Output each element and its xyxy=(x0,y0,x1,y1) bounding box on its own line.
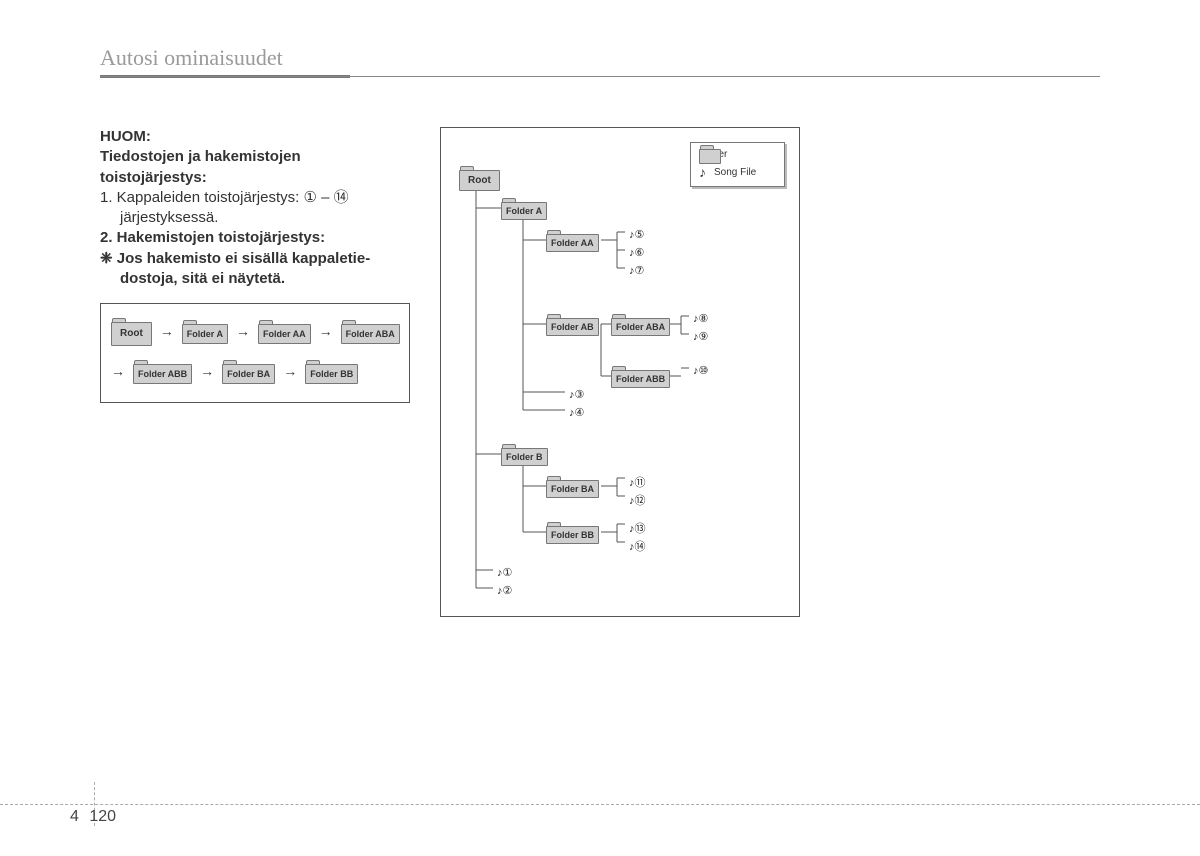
item1-text-a: 1. Kappaleiden toistojärjestys: xyxy=(100,189,303,206)
song-item: ♪⑩ xyxy=(693,364,708,377)
tree-folder-fb: Folder B xyxy=(501,444,548,466)
arrow-icon: → xyxy=(319,322,333,341)
song-item: ♪⑪ xyxy=(629,474,646,490)
arrow-icon: → xyxy=(111,362,125,381)
tree-folder-fabb: Folder ABB xyxy=(611,366,670,388)
page-header-title: Autosi ominaisuudet xyxy=(100,45,1100,71)
note-item-3a: ❈ Jos hakemisto ei sisällä kappaletie- xyxy=(100,249,410,269)
section-number: 4 xyxy=(70,808,79,825)
folder-icon: Folder ABA xyxy=(341,320,400,344)
song-item: ♪② xyxy=(497,584,512,597)
folder-label: Folder AA xyxy=(258,324,311,344)
folder-label: Folder BA xyxy=(222,364,275,384)
legend-folder-row: Folder xyxy=(699,149,776,160)
tree-folder-faba: Folder ABA xyxy=(611,314,670,336)
folder-icon: Folder AA xyxy=(258,320,311,344)
music-note-icon: ♪ xyxy=(699,164,706,180)
item1-text-b: järjestyksessä. xyxy=(100,208,410,228)
song-item: ♪③ xyxy=(569,388,584,401)
note-item-1: 1. Kappaleiden toistojärjestys: ① – ⑭ xyxy=(100,188,410,208)
song-item: ♪⑥ xyxy=(629,246,644,259)
song-item: ♪⑦ xyxy=(629,264,644,277)
tree-folder-fbb: Folder BB xyxy=(546,522,599,544)
tree-folder-fba: Folder BA xyxy=(546,476,599,498)
folder-label: Folder BB xyxy=(305,364,358,384)
arrow-icon: → xyxy=(236,322,250,341)
tree-folder-fa: Folder A xyxy=(501,198,547,220)
note-heading: Tiedostojen ja hakemistojen toistojärjes… xyxy=(100,147,410,188)
folder-label: Folder A xyxy=(182,324,228,344)
arrow-icon: → xyxy=(160,322,174,341)
arrow-icon: → xyxy=(283,362,297,381)
arrow-icon: → xyxy=(200,362,214,381)
song-item: ♪① xyxy=(497,566,512,579)
item1-range: ① – ⑭ xyxy=(303,189,348,206)
note-label: HUOM: xyxy=(100,127,410,147)
order-row-2: → Folder ABB → Folder BA → Folder BB xyxy=(111,360,399,384)
song-item: ♪⑤ xyxy=(629,228,644,241)
page-number: 4 120 xyxy=(70,808,116,826)
legend-box: Folder ♪ Song File xyxy=(690,142,785,187)
tree-folder-fab: Folder AB xyxy=(546,314,599,336)
note-item-3b: dostoja, sitä ei näytetä. xyxy=(100,269,410,289)
song-item: ♪⑫ xyxy=(629,492,646,508)
tree-folder-faa: Folder AA xyxy=(546,230,599,252)
folder-label: Folder ABB xyxy=(133,364,192,384)
folder-icon: Folder BB xyxy=(305,360,358,384)
page-number-value: 120 xyxy=(89,808,116,825)
song-item: ♪⑬ xyxy=(629,520,646,536)
song-item: ♪⑭ xyxy=(629,538,646,554)
song-item: ♪⑨ xyxy=(693,330,708,343)
folder-label: Root xyxy=(111,322,152,346)
tree-folder-root: Root xyxy=(459,166,500,191)
folder-icon: Folder ABB xyxy=(133,360,192,384)
legend-song-label: Song File xyxy=(714,167,756,178)
song-item: ♪④ xyxy=(569,406,584,419)
order-row-1: Root → Folder A → Folder AA → Folder ABA xyxy=(111,318,399,346)
tree-diagram: Folder ♪ Song File RootFolder A Folder AA… xyxy=(440,127,800,617)
folder-icon xyxy=(699,145,721,164)
folder-label: Folder ABA xyxy=(341,324,400,344)
note-item-2: 2. Hakemistojen toistojärjestys: xyxy=(100,228,410,248)
song-item: ♪⑧ xyxy=(693,312,708,325)
folder-icon: Root xyxy=(111,318,152,346)
folder-icon: Folder BA xyxy=(222,360,275,384)
content-area: HUOM: Tiedostojen ja hakemistojen toisto… xyxy=(100,127,1100,617)
text-column: HUOM: Tiedostojen ja hakemistojen toisto… xyxy=(100,127,410,617)
legend-song-row: ♪ Song File xyxy=(699,164,776,180)
header-rule xyxy=(100,75,1100,77)
folder-icon: Folder A xyxy=(182,320,228,344)
page-footer: 4 120 xyxy=(0,804,1200,834)
folder-order-box: Root → Folder A → Folder AA → Folder ABA… xyxy=(100,303,410,403)
